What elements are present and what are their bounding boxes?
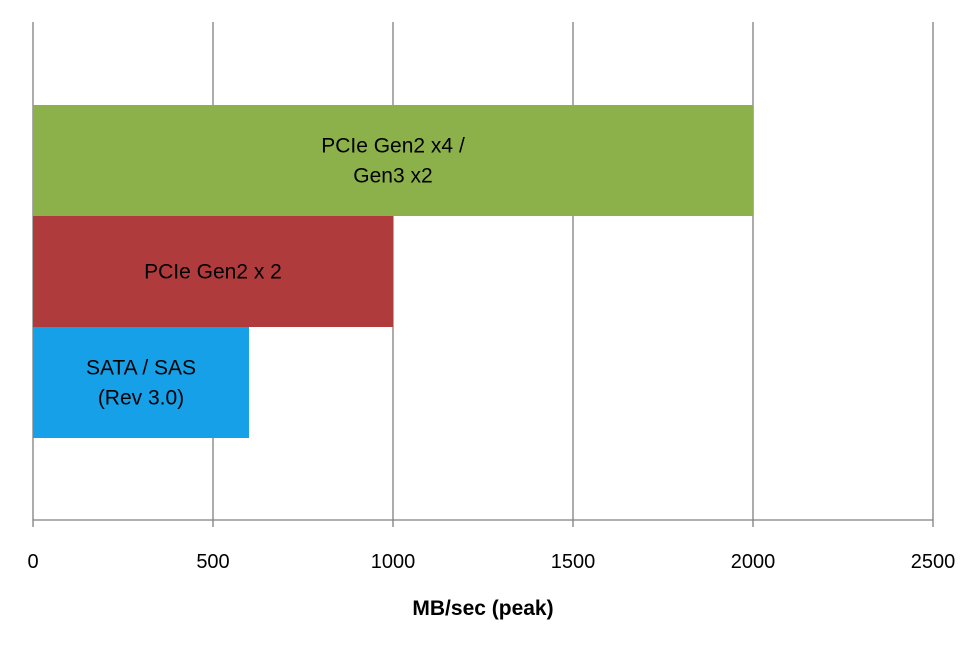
bar-label-2-line-1: PCIe Gen2 x 2 <box>144 261 282 284</box>
x-tick-label-1500: 1500 <box>551 551 596 573</box>
x-axis-title: MB/sec (peak) <box>412 597 553 620</box>
x-tick-label-1000: 1000 <box>371 551 416 573</box>
x-tick-label-0: 0 <box>27 551 38 573</box>
bars-group: PCIe Gen2 x4 / Gen3 x2 PCIe Gen2 x 2 SATA /… <box>33 105 753 438</box>
bar-label-3-line-2: (Rev 3.0) <box>98 387 184 410</box>
bar-3 <box>33 327 249 438</box>
bar-label-1-line-2: Gen3 x2 <box>353 165 432 188</box>
x-axis: 0 500 1000 1500 2000 2500 <box>27 519 956 573</box>
bar-2 <box>33 216 393 327</box>
x-tick-label-500: 500 <box>196 551 229 573</box>
bar-label-1-line-1: PCIe Gen2 x4 / <box>321 135 465 158</box>
bar-1 <box>33 105 753 216</box>
bar-label-3-line-1: SATA / SAS <box>86 357 196 380</box>
x-tick-label-2000: 2000 <box>731 551 776 573</box>
x-tick-label-2500: 2500 <box>911 551 956 573</box>
